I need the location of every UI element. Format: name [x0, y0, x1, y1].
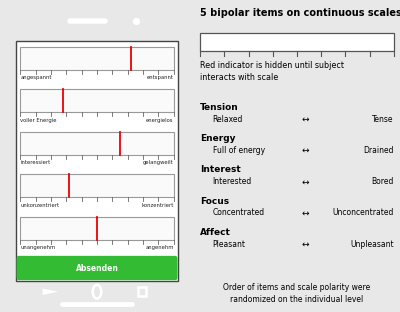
- Bar: [20, 89, 174, 112]
- Text: Relaxed: Relaxed: [212, 115, 243, 124]
- Text: konzentriert: konzentriert: [141, 203, 174, 208]
- Text: Affect: Affect: [200, 228, 231, 237]
- Text: Unconcentrated: Unconcentrated: [332, 208, 394, 217]
- Text: ↔: ↔: [302, 240, 309, 249]
- Text: ↔: ↔: [302, 146, 309, 155]
- Text: unangenehm: unangenehm: [20, 245, 56, 250]
- Bar: [20, 132, 174, 155]
- Text: 5 bipolar items on continuous scales: 5 bipolar items on continuous scales: [200, 8, 400, 18]
- FancyBboxPatch shape: [16, 41, 178, 281]
- Bar: [20, 217, 174, 240]
- Text: entspannt: entspannt: [147, 76, 174, 80]
- Text: Interest: Interest: [200, 165, 241, 174]
- Text: energielos: energielos: [146, 118, 174, 123]
- Text: interessiert: interessiert: [20, 160, 51, 165]
- Text: Full of energy: Full of energy: [212, 146, 265, 155]
- Text: angenehm: angenehm: [145, 245, 174, 250]
- Bar: [20, 47, 174, 70]
- Text: Red indicator is hidden until subject
interacts with scale: Red indicator is hidden until subject in…: [200, 61, 344, 82]
- Text: Concentrated: Concentrated: [212, 208, 265, 217]
- Text: Order of items and scale polarity were
randomized on the individual level: Order of items and scale polarity were r…: [223, 283, 371, 304]
- Text: Energy: Energy: [200, 134, 236, 143]
- Text: Bored: Bored: [372, 177, 394, 186]
- Polygon shape: [43, 289, 58, 295]
- Text: Pleasant: Pleasant: [212, 240, 246, 249]
- Text: ↔: ↔: [302, 208, 309, 217]
- Bar: [138, 287, 146, 296]
- Text: Interested: Interested: [212, 177, 252, 186]
- Bar: [200, 33, 394, 51]
- Text: Tension: Tension: [200, 103, 239, 112]
- Text: unkonzentriert: unkonzentriert: [20, 203, 60, 208]
- Text: ↔: ↔: [302, 177, 309, 186]
- Text: ↔: ↔: [302, 115, 309, 124]
- Text: Focus: Focus: [200, 197, 229, 206]
- Text: Tense: Tense: [372, 115, 394, 124]
- Text: voller Energie: voller Energie: [20, 118, 57, 123]
- Text: Drained: Drained: [363, 146, 394, 155]
- Text: Absenden: Absenden: [76, 264, 118, 272]
- Text: Unpleasant: Unpleasant: [350, 240, 394, 249]
- Text: gelangweilt: gelangweilt: [143, 160, 174, 165]
- FancyBboxPatch shape: [16, 256, 178, 280]
- Text: angespannt: angespannt: [20, 76, 52, 80]
- Bar: [20, 174, 174, 197]
